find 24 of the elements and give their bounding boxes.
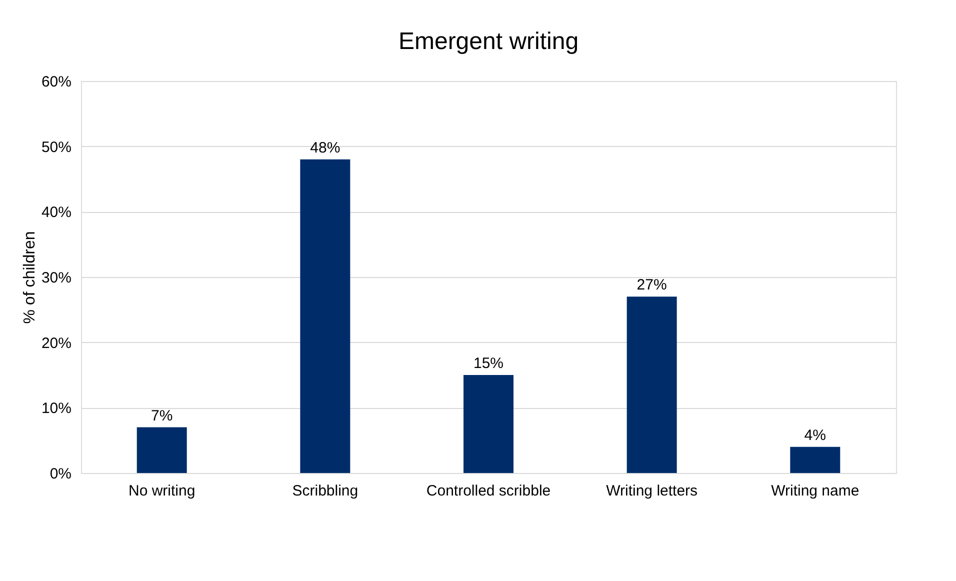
y-tick-label: 10% [41,400,72,418]
data-label: 7% [151,407,173,424]
y-tick-label: 20% [41,334,72,352]
bar [626,296,677,473]
y-tick-label: 50% [41,138,72,156]
chart-title: Emergent writing [398,28,579,55]
y-tick-label: 0% [50,466,72,482]
bar [300,159,350,473]
data-label: 48% [310,139,340,156]
bar [464,375,514,473]
data-label: 15% [473,355,504,372]
x-tick-label: No writing [128,482,196,500]
y-axis-title: % of children [21,231,38,324]
y-tick-label: 30% [41,270,72,286]
y-tick-label: 60% [41,74,72,90]
x-tick-label: Writing letters [606,482,698,500]
x-tick-label: Writing name [771,482,860,500]
x-tick-label: Controlled scribble [426,482,551,500]
bar [136,427,187,473]
x-tick-label: Scribbling [292,482,358,500]
bar [790,446,840,473]
data-label: 27% [636,276,667,294]
data-label: 4% [804,426,826,444]
y-tick-label: 40% [41,204,72,222]
